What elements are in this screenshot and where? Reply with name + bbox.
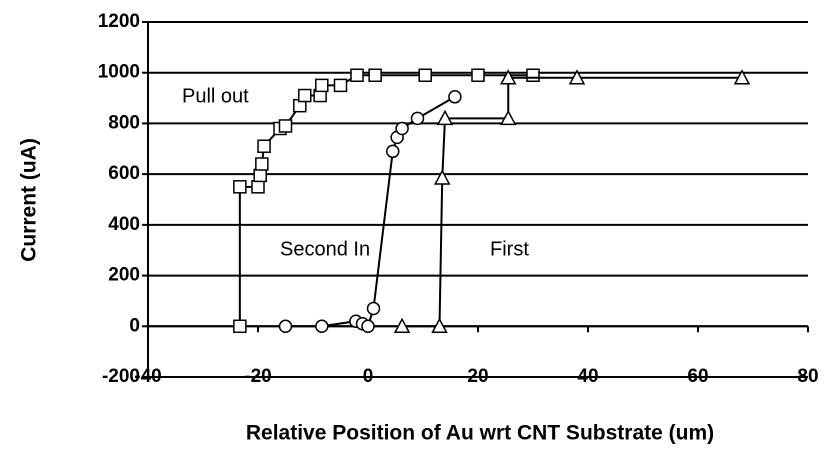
triangle-marker: [433, 169, 451, 185]
circle-marker: [278, 319, 293, 334]
y-axis-title: Current (uA): [18, 138, 41, 262]
triangle-marker: [733, 69, 751, 85]
triangle-marker: [393, 317, 411, 334]
y-tick-label: 600: [108, 163, 140, 184]
x-tick-label: 80: [797, 366, 818, 387]
triangle-marker: [568, 69, 586, 85]
square-marker: [255, 157, 269, 171]
series-annotation: Pull out: [182, 85, 249, 107]
square-marker: [257, 139, 271, 153]
circle-marker: [448, 90, 462, 104]
triangle-marker: [431, 317, 448, 334]
circle-marker: [315, 319, 329, 334]
circle-marker: [366, 301, 381, 316]
x-axis-title: Relative Position of Au wrt CNT Substrat…: [246, 422, 714, 445]
x-tick-label: 20: [467, 366, 488, 387]
y-tick-label: 400: [108, 214, 140, 235]
x-tick-label: 0: [363, 366, 374, 387]
y-tick-label: 0: [129, 315, 140, 336]
y-tick-label: 200: [108, 265, 140, 286]
triangle-marker: [436, 109, 454, 126]
x-tick-label: -40: [134, 366, 161, 387]
series-line: [285, 95, 456, 328]
square-marker: [350, 68, 364, 82]
x-tick-label: -20: [244, 366, 271, 387]
y-tick-label: 800: [108, 112, 140, 133]
square-marker: [418, 68, 432, 82]
square-marker: [368, 68, 382, 82]
square-marker: [298, 88, 312, 103]
triangle-marker: [499, 69, 517, 85]
square-marker: [315, 78, 329, 93]
square-marker: [251, 180, 265, 194]
y-tick-label: 1000: [98, 62, 140, 83]
square-marker: [278, 119, 293, 133]
square-marker: [233, 319, 247, 334]
x-tick-label: 40: [577, 366, 598, 387]
circle-marker: [386, 144, 400, 159]
circle-marker: [410, 111, 425, 126]
square-marker: [253, 168, 267, 183]
series-annotation: First: [490, 238, 529, 260]
square-marker: [471, 68, 485, 82]
square-marker: [526, 68, 540, 82]
series-line: [402, 76, 742, 328]
circle-marker: [395, 121, 409, 136]
circle-marker: [361, 319, 375, 334]
y-tick-label: -200: [102, 366, 140, 387]
y-tick-label: 1200: [98, 11, 140, 32]
triangle-marker: [499, 109, 517, 126]
x-tick-label: 60: [687, 366, 708, 387]
square-marker: [233, 180, 247, 194]
square-marker: [333, 78, 348, 93]
series-annotation: Second In: [280, 238, 370, 260]
